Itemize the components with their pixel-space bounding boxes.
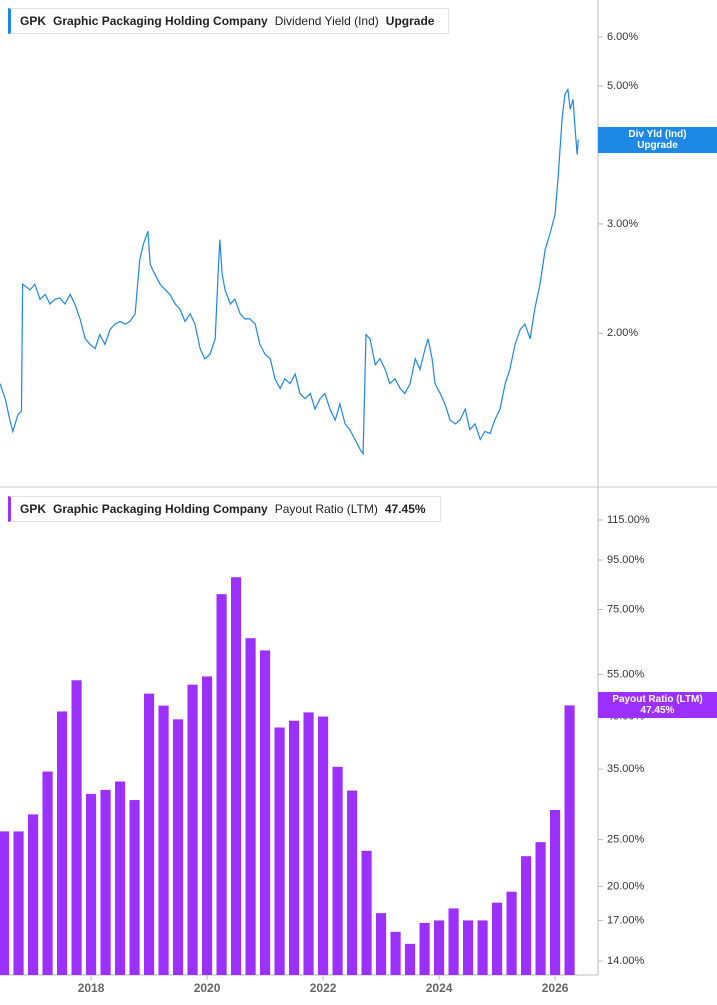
y-tick-label: 35.00% <box>607 763 645 775</box>
bar <box>85 793 97 975</box>
bar <box>404 943 416 975</box>
flag-label: Payout Ratio (LTM) <box>612 694 703 706</box>
bar <box>143 693 155 975</box>
flag-status: Upgrade <box>637 139 678 151</box>
x-tick-label: 2024 <box>426 981 453 995</box>
bar <box>129 800 140 975</box>
y-tick-label: 6.00% <box>607 31 638 43</box>
legend: GPK Graphic Packaging Holding Company Payo… <box>8 496 441 522</box>
bar <box>42 771 53 975</box>
symbol: GPK <box>20 502 47 516</box>
x-tick-label: 2026 <box>542 981 569 995</box>
bar <box>361 850 372 975</box>
bar <box>13 831 24 975</box>
bar <box>274 727 285 975</box>
y-tick-label: 75.00% <box>607 603 645 615</box>
legend: GPK Graphic Packaging Holding Company Divi… <box>8 8 450 34</box>
company: Graphic Packaging Holding Company <box>53 502 268 516</box>
bar <box>535 842 546 975</box>
x-tick-label: 2020 <box>194 981 221 995</box>
y-tick-label: 17.00% <box>607 914 645 926</box>
bar <box>317 716 329 975</box>
last-value-flag: Payout Ratio (LTM) 47.45% <box>598 692 717 719</box>
y-tick-label: 25.00% <box>607 834 645 846</box>
x-tick-label: 2018 <box>78 981 105 995</box>
bar <box>390 931 401 975</box>
flag-label: Div Yld (Ind) <box>628 128 687 140</box>
bar <box>27 814 39 975</box>
bar <box>564 705 575 975</box>
y-tick-label: 2.00% <box>607 327 638 339</box>
metric: Payout Ratio (LTM) <box>274 502 378 516</box>
y-tick-label: 5.00% <box>607 80 638 92</box>
bar <box>230 577 242 975</box>
bar <box>71 680 82 975</box>
bar <box>56 711 68 975</box>
y-tick-label: 55.00% <box>607 668 645 680</box>
bar <box>521 856 532 975</box>
bar <box>448 908 459 975</box>
bar <box>216 594 227 975</box>
y-tick-label: 95.00% <box>607 554 645 566</box>
bar <box>201 676 213 975</box>
bar <box>114 781 126 975</box>
bar <box>0 831 10 975</box>
bar <box>463 920 474 975</box>
y-tick-label: 115.00% <box>607 514 650 526</box>
bar <box>100 789 111 975</box>
last-value-flag: Div Yld (Ind) Upgrade <box>598 126 717 153</box>
bar <box>375 913 387 975</box>
bar <box>492 902 503 975</box>
bar <box>245 638 256 975</box>
bar <box>550 809 561 975</box>
current-value: 47.45% <box>384 502 426 516</box>
bar <box>506 891 517 975</box>
bar <box>477 920 488 975</box>
company: Graphic Packaging Holding Company <box>53 14 268 28</box>
bar <box>346 790 358 975</box>
bar <box>332 766 343 975</box>
bar <box>187 684 198 975</box>
metric: Dividend Yield (Ind) <box>274 14 379 28</box>
bar <box>419 922 430 975</box>
y-tick-label: 20.00% <box>607 880 645 892</box>
bar <box>433 920 445 975</box>
y-tick-label: 3.00% <box>607 218 638 230</box>
data-line <box>0 87 579 456</box>
bar <box>158 705 169 975</box>
flag-value: 47.45% <box>640 705 675 717</box>
bar <box>259 650 271 975</box>
status: Upgrade <box>385 14 435 28</box>
bar <box>303 712 314 975</box>
bar <box>172 719 184 975</box>
y-tick-label: 14.00% <box>607 955 645 967</box>
symbol: GPK <box>20 14 47 28</box>
x-tick-label: 2022 <box>310 981 337 995</box>
bar <box>288 720 300 975</box>
